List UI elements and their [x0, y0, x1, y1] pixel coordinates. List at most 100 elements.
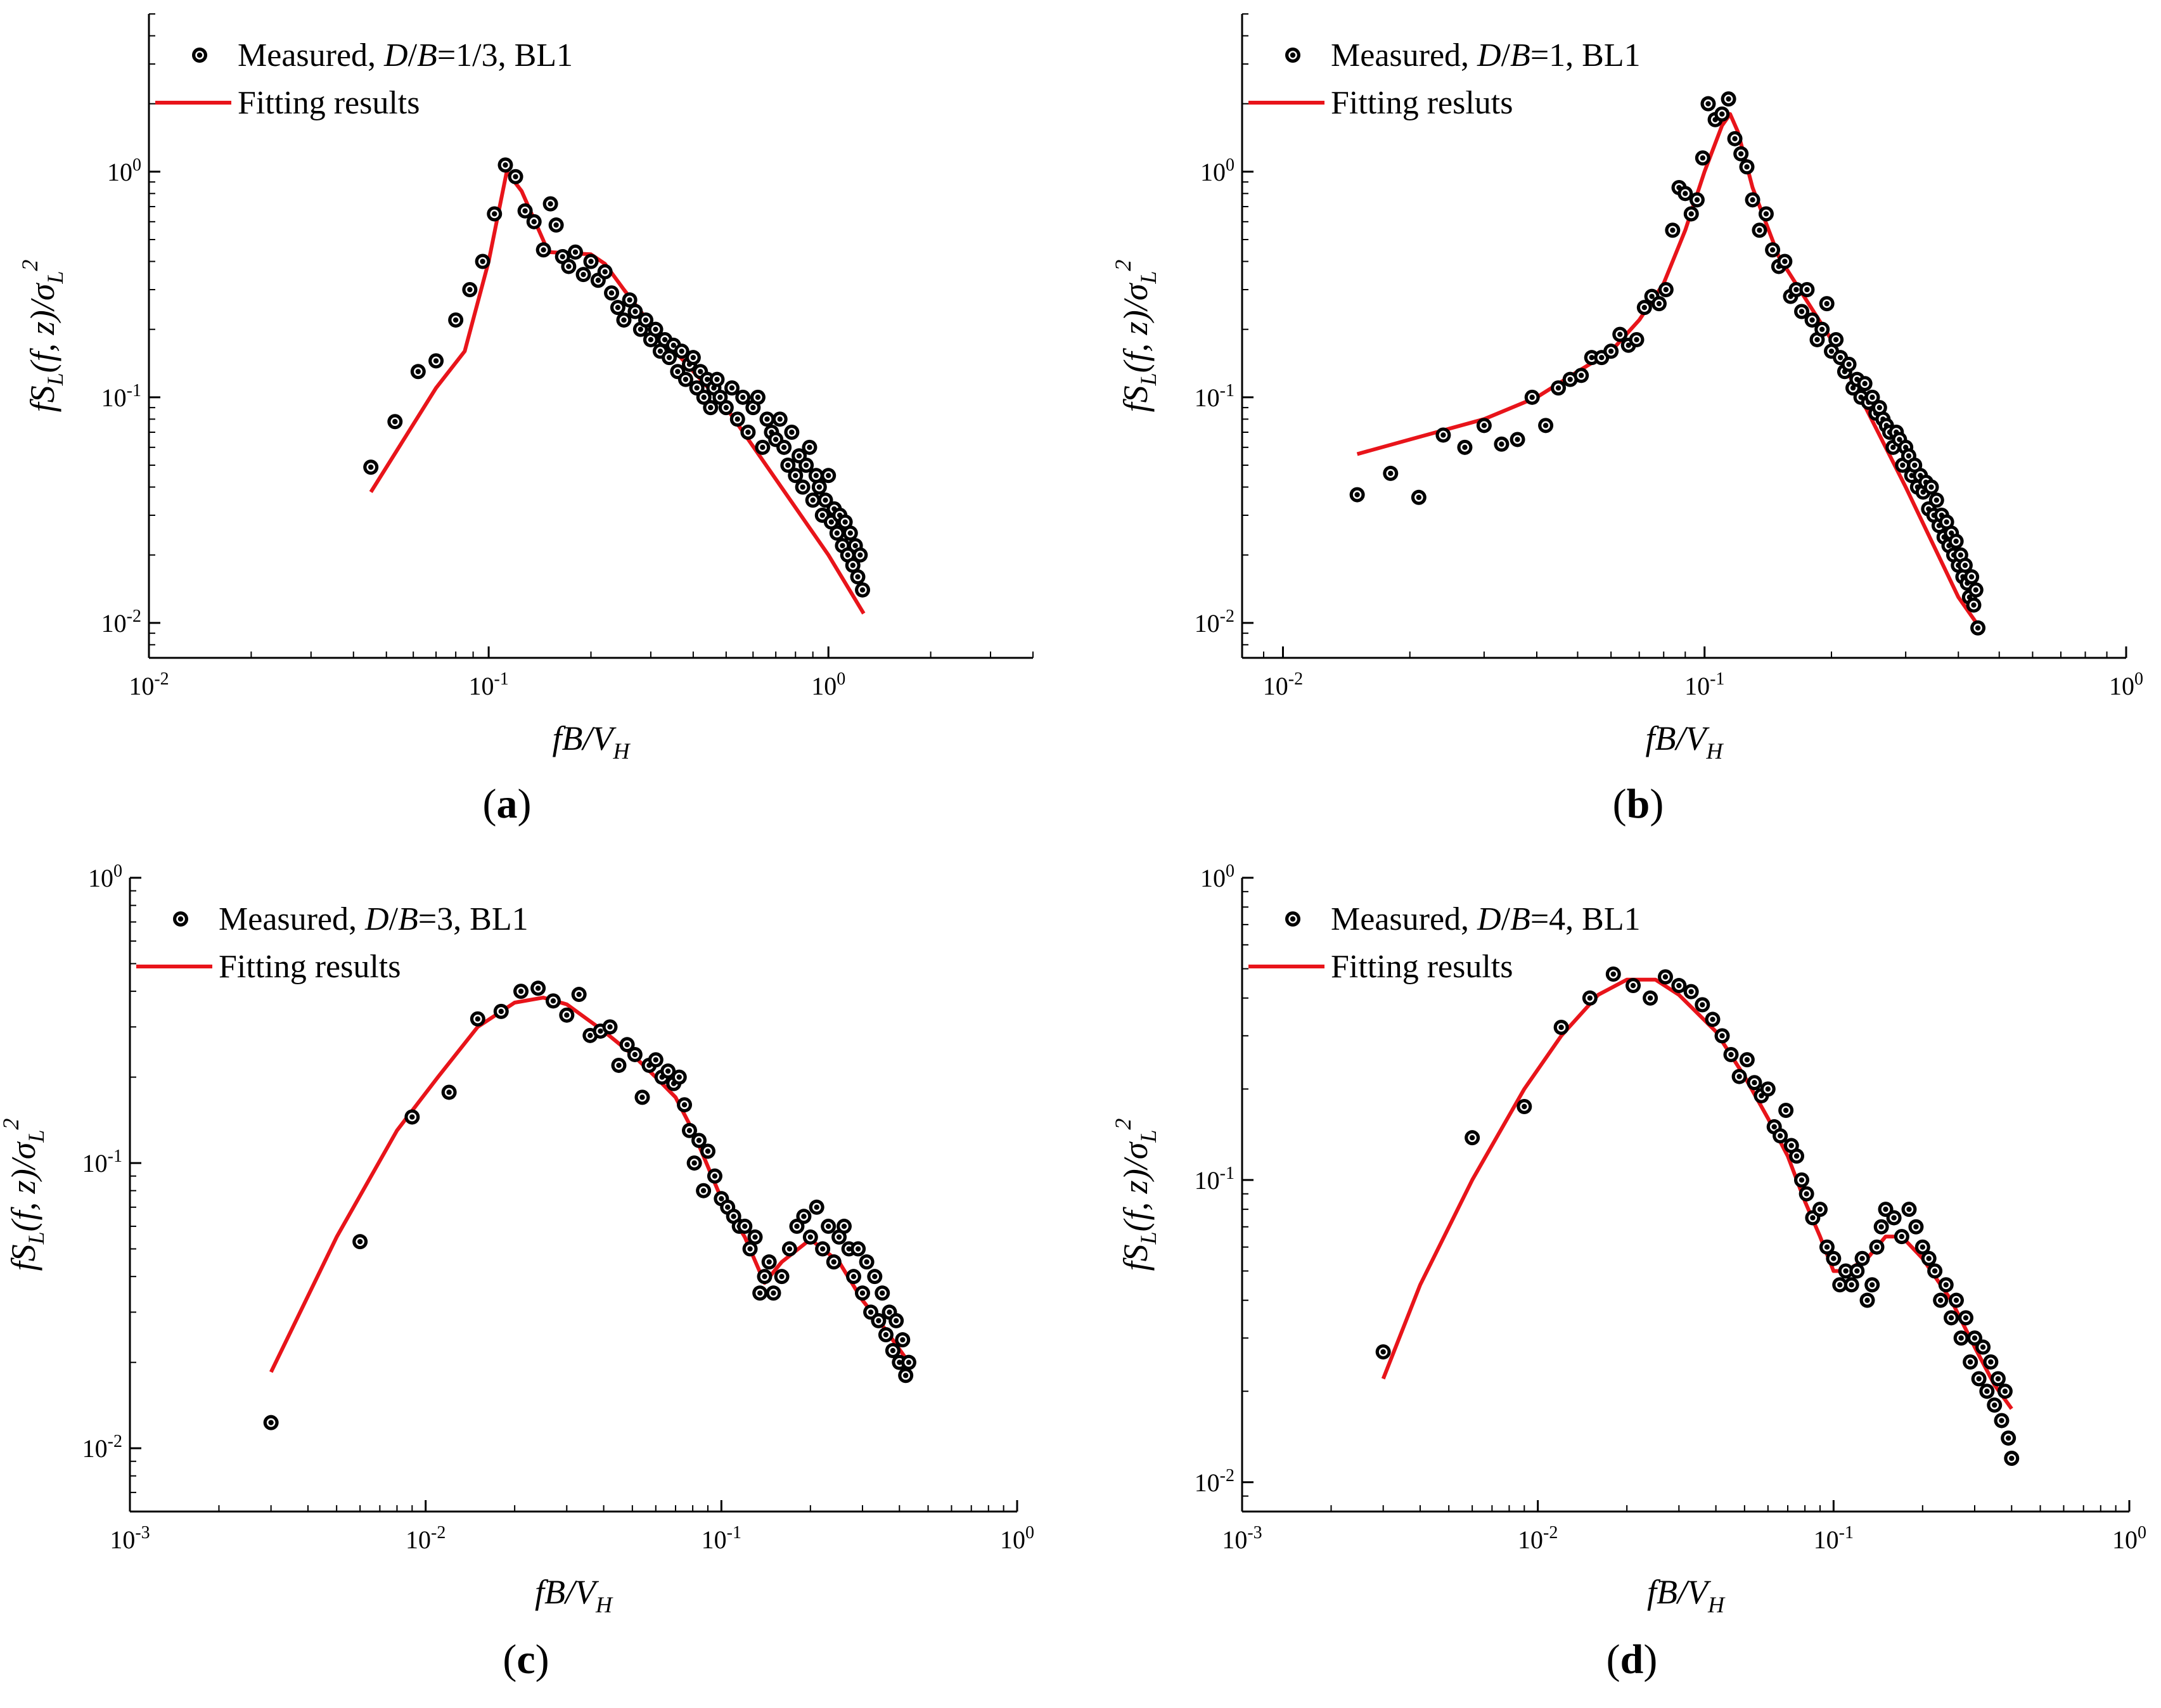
data-point-ring — [1769, 1122, 1779, 1131]
data-point — [1760, 1081, 1776, 1097]
data-point-ring — [1736, 149, 1745, 158]
data-point — [441, 1084, 457, 1100]
data-point-ring — [1468, 1133, 1477, 1142]
data-point — [1927, 1263, 1943, 1279]
data-point-body — [1793, 1172, 1809, 1188]
data-point — [1886, 1210, 1902, 1226]
data-point — [836, 1218, 852, 1234]
data-point-ring — [755, 1288, 764, 1298]
data-point — [747, 1229, 763, 1245]
data-point-ring — [549, 996, 558, 1006]
legend-measured-marker — [173, 911, 188, 927]
data-point-body — [1966, 597, 1982, 613]
data-point-body — [836, 1218, 852, 1234]
data-point — [1745, 192, 1760, 208]
data-point-body — [1997, 1384, 2013, 1399]
data-point-body — [1826, 1250, 1842, 1266]
data-point-ring — [1764, 1084, 1773, 1094]
data-point — [1695, 997, 1710, 1013]
data-point-body — [470, 1011, 485, 1027]
data-point-ring — [1762, 209, 1771, 219]
data-point-body — [747, 1229, 763, 1245]
data-point-body — [1476, 418, 1492, 433]
data-point-ring — [818, 511, 827, 520]
data-point-ring — [1554, 383, 1563, 392]
data-point-ring — [564, 262, 574, 271]
data-point — [627, 304, 643, 319]
data-point-ring — [1797, 1176, 1806, 1185]
data-point — [674, 344, 689, 359]
data-point-ring — [1748, 195, 1757, 205]
data-point-ring — [1497, 439, 1506, 449]
data-point-body — [1700, 96, 1716, 112]
data-point-ring — [266, 1418, 276, 1427]
data-point-ring — [692, 383, 702, 392]
data-point — [766, 1285, 781, 1301]
data-point-ring — [808, 496, 818, 504]
data-point — [1983, 1354, 1999, 1370]
data-point-body — [808, 468, 824, 484]
data-point-ring — [1750, 1078, 1759, 1088]
data-point-ring — [1414, 493, 1423, 502]
data-point-ring — [689, 1159, 699, 1167]
data-point-body — [1765, 242, 1781, 258]
data-point-body — [700, 1143, 715, 1159]
data-point — [1964, 569, 1980, 585]
data-point-ring — [677, 347, 686, 356]
data-point-ring — [1829, 1254, 1838, 1263]
data-point — [1705, 1011, 1721, 1027]
legend-measured-label: Measured, D/B=1/3, BL1 — [238, 37, 573, 74]
data-point — [1819, 1239, 1835, 1255]
data-point — [802, 1229, 818, 1245]
data-point — [1970, 620, 1986, 636]
data-point — [875, 1285, 890, 1301]
data-point-body — [648, 1052, 664, 1068]
data-point-ring — [1956, 550, 1965, 560]
data-point-ring — [1726, 1050, 1736, 1059]
data-point-ring — [792, 1222, 802, 1231]
data-point-body — [1819, 296, 1835, 312]
data-point — [696, 1183, 712, 1198]
data-point — [809, 1199, 824, 1215]
data-point-body — [448, 312, 464, 328]
data-point — [1849, 1263, 1865, 1279]
data-point-ring — [798, 482, 807, 492]
data-point — [559, 1007, 575, 1023]
data-point-ring — [715, 393, 725, 402]
data-point-ring — [1904, 1205, 1914, 1214]
data-point-body — [781, 1241, 797, 1257]
data-point-ring — [829, 1257, 838, 1266]
data-point-ring — [1974, 1374, 1984, 1384]
x-tick-label: 10-1 — [1814, 1523, 1854, 1554]
data-point-body — [718, 400, 734, 416]
data-point-body — [1349, 487, 1365, 503]
data-point — [548, 217, 564, 233]
data-point-ring — [1888, 443, 1898, 452]
data-point-body — [815, 1241, 831, 1257]
data-point-ring — [1661, 972, 1670, 982]
data-point-body — [513, 984, 529, 999]
data-point-ring — [516, 987, 525, 996]
data-point — [1457, 439, 1473, 455]
data-point-ring — [806, 1233, 815, 1242]
y-tick-label: 10-1 — [82, 1146, 122, 1178]
data-point-ring — [689, 353, 698, 362]
data-point-body — [571, 987, 587, 1003]
data-point-body — [1538, 418, 1554, 433]
data-point-body — [1828, 331, 1844, 347]
data-point — [1657, 969, 1673, 985]
x-tick-label: 10-2 — [1518, 1523, 1558, 1554]
data-point — [1966, 597, 1982, 613]
x-axis-title: fB/VH — [1645, 719, 1724, 764]
data-point-ring — [1897, 1232, 1906, 1241]
data-point-ring — [777, 1272, 786, 1281]
fit-line — [369, 169, 866, 615]
data-point-ring — [594, 276, 603, 285]
data-point-body — [548, 217, 564, 233]
data-point-ring — [651, 324, 660, 334]
data-point-ring — [665, 353, 674, 362]
data-point-ring — [854, 1244, 862, 1254]
data-point — [1778, 1102, 1794, 1118]
y-tick-label: 100 — [1200, 861, 1234, 892]
data-point — [1871, 400, 1887, 416]
